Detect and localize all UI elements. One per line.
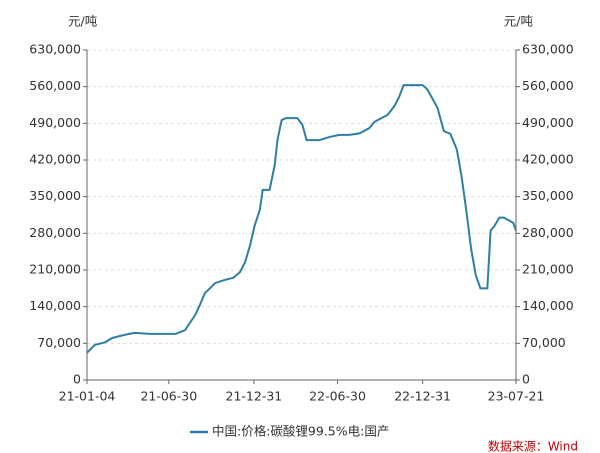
x-tick-label: 23-07-21 (488, 389, 545, 404)
y2-tick-label: 0 (522, 372, 530, 387)
y2-tick-label: 280,000 (522, 225, 574, 240)
y2-tick-label: 420,000 (522, 152, 574, 167)
y-tick-label: 560,000 (29, 78, 81, 93)
x-tick-label: 21-01-04 (59, 389, 116, 404)
y2-tick-label: 630,000 (522, 42, 574, 57)
y2-tick-label: 490,000 (522, 115, 574, 130)
y-tick-label: 0 (73, 372, 81, 387)
y2-tick-label: 70,000 (522, 335, 566, 350)
x-tick-label: 21-12-31 (226, 389, 283, 404)
y2-tick-label: 210,000 (522, 262, 574, 277)
x-tick-label: 21-06-30 (140, 389, 197, 404)
y-tick-label: 280,000 (29, 225, 81, 240)
y2-axis-unit: 元/吨 (504, 14, 534, 29)
y-tick-label: 630,000 (29, 42, 81, 57)
y2-tick-label: 140,000 (522, 298, 574, 313)
y-tick-label: 210,000 (29, 262, 81, 277)
y-tick-label: 140,000 (29, 298, 81, 313)
source-note: 数据来源：Wind (488, 439, 578, 453)
y-tick-label: 70,000 (37, 335, 81, 350)
legend-label: 中国:价格:碳酸锂99.5%电:国产 (212, 424, 389, 439)
y-tick-label: 490,000 (29, 115, 81, 130)
y-tick-label: 350,000 (29, 188, 81, 203)
y-tick-label: 420,000 (29, 152, 81, 167)
y2-tick-label: 560,000 (522, 78, 574, 93)
y2-tick-label: 350,000 (522, 188, 574, 203)
data-line (86, 84, 517, 354)
x-tick-label: 22-06-30 (309, 389, 366, 404)
x-tick-label: 22-12-31 (394, 389, 451, 404)
y-axis-unit: 元/吨 (68, 14, 98, 29)
